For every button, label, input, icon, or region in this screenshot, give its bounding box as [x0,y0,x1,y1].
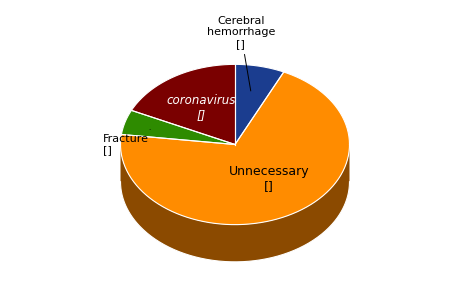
Text: coronavirus
[]: coronavirus [] [166,94,235,122]
Polygon shape [132,64,235,144]
Polygon shape [121,110,235,144]
Text: Unnecessary
[]: Unnecessary [] [229,165,309,193]
Text: Fracture
[]: Fracture [] [103,129,150,155]
Polygon shape [235,64,284,144]
Polygon shape [120,144,350,262]
Text: Cerebral
hemorrhage
[]: Cerebral hemorrhage [] [206,16,275,91]
Polygon shape [120,72,350,225]
